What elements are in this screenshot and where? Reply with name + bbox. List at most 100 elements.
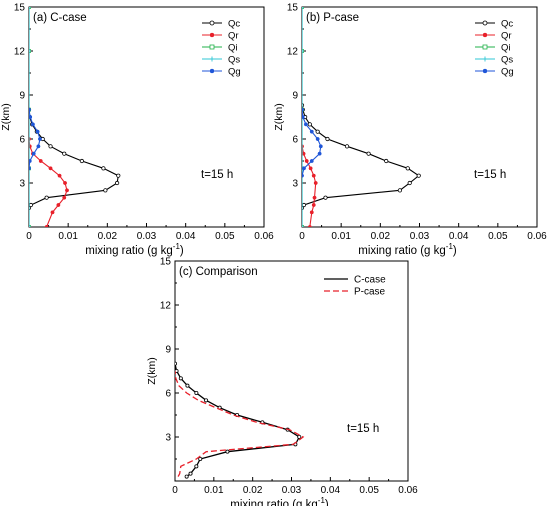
x-tick-label: 0 [299, 231, 305, 242]
legend-marker [482, 32, 488, 38]
legend-label-qr: Qr [501, 31, 512, 42]
plot-area [29, 7, 121, 227]
data-point [308, 166, 313, 171]
x-tick-label: 0.04 [176, 231, 196, 242]
legend-marker [209, 56, 215, 62]
panel-title: (c) Comparison [179, 266, 258, 278]
x-tick-label: 0 [172, 485, 178, 496]
y-axis-label: Z(km) [273, 103, 285, 130]
panel-title: (b) P-case [306, 12, 359, 24]
legend-label-qc: Qc [501, 19, 513, 30]
x-axis-label-close: ) [325, 499, 329, 506]
data-point [185, 383, 190, 388]
data-point [36, 144, 41, 149]
y-tick-label: 3 [165, 433, 171, 444]
legend-marker [482, 20, 488, 26]
x-tick-label: 0.03 [282, 485, 302, 496]
time-annotation: t=15 h [474, 169, 506, 181]
data-point [315, 137, 320, 141]
data-point [225, 449, 230, 454]
legend-marker [482, 56, 488, 62]
x-axis-label-sup: -1 [173, 242, 181, 251]
data-point [79, 158, 84, 164]
x-tick-label: 0.02 [243, 485, 263, 496]
legend-label-c-case: C-case [354, 275, 386, 286]
data-point [29, 107, 31, 112]
y-tick-label: 3 [292, 179, 298, 190]
x-tick-label: 0.06 [527, 231, 547, 242]
series-line-qc [302, 105, 420, 209]
legend-label-qr: Qr [228, 31, 239, 42]
data-point [302, 202, 307, 208]
legend-marker [482, 68, 488, 74]
x-tick-label: 0.04 [321, 485, 341, 496]
data-point [30, 122, 35, 127]
y-tick-label: 6 [165, 389, 171, 400]
legend-marker [482, 44, 488, 50]
plot-area [302, 7, 421, 227]
plot-area [175, 361, 305, 479]
data-point [29, 202, 34, 208]
data-point [317, 151, 322, 156]
x-axis-label-main: mixing ratio (g kg [230, 499, 318, 506]
data-point [62, 195, 67, 200]
x-tick-label: 0 [26, 231, 32, 242]
data-point [178, 376, 183, 381]
data-point [309, 210, 314, 215]
data-point [48, 144, 53, 149]
series-line-qc [29, 109, 119, 209]
legend-label-qi: Qi [501, 43, 511, 54]
x-axis-label-main: mixing ratio (g kg [85, 245, 173, 257]
y-tick-label: 15 [160, 257, 172, 268]
data-point [35, 129, 40, 134]
data-point [302, 151, 306, 156]
data-point [29, 225, 31, 227]
y-tick-label: 12 [287, 47, 299, 58]
x-tick-label: 0.02 [371, 231, 391, 242]
data-point [397, 188, 403, 193]
data-point [198, 456, 203, 461]
legend-label-qs: Qs [228, 55, 240, 66]
legend-label-p-case: P-case [354, 287, 386, 298]
data-point [311, 173, 316, 178]
y-axis-label: Z(km) [146, 357, 158, 384]
y-tick-label: 9 [292, 91, 298, 102]
data-point [44, 225, 49, 227]
data-point [309, 159, 314, 163]
series-line-qr [302, 146, 317, 227]
data-point [115, 180, 120, 186]
legend-label-qg: Qg [228, 67, 241, 78]
y-tick-label: 9 [165, 345, 171, 356]
legend-label-qs: Qs [501, 55, 513, 66]
data-point [311, 203, 316, 207]
data-point [65, 188, 69, 193]
data-point [101, 166, 106, 171]
x-tick-label: 0.04 [449, 231, 469, 242]
data-point [303, 122, 308, 127]
x-tick-label: 0.02 [98, 231, 118, 242]
x-tick-label: 0.05 [488, 231, 508, 242]
data-point [323, 195, 328, 200]
data-point [184, 474, 189, 479]
legend-label-qc: Qc [228, 19, 240, 30]
x-tick-label: 0.01 [58, 231, 78, 242]
legend-marker [209, 68, 215, 74]
y-tick-label: 15 [14, 3, 26, 14]
x-axis-label: mixing ratio (g kg-1) [85, 242, 184, 257]
chart-panel-3: 0 0.01 0.02 0.03 0.04 0.05 0.06 3 6 9 12 15 mixing r… [146, 257, 418, 506]
legend-marker [209, 32, 215, 38]
data-point [315, 129, 320, 134]
time-annotation: t=15 h [347, 423, 379, 435]
data-point [31, 151, 36, 156]
x-tick-label: 0.01 [204, 485, 224, 496]
data-point [416, 173, 421, 178]
x-axis-label-close: ) [180, 245, 184, 257]
data-point [56, 203, 61, 207]
x-axis-label-close: ) [453, 245, 457, 257]
data-point [302, 49, 304, 53]
data-point [29, 115, 33, 119]
data-point [62, 151, 67, 156]
data-point [366, 151, 371, 156]
y-tick-label: 3 [19, 179, 25, 190]
